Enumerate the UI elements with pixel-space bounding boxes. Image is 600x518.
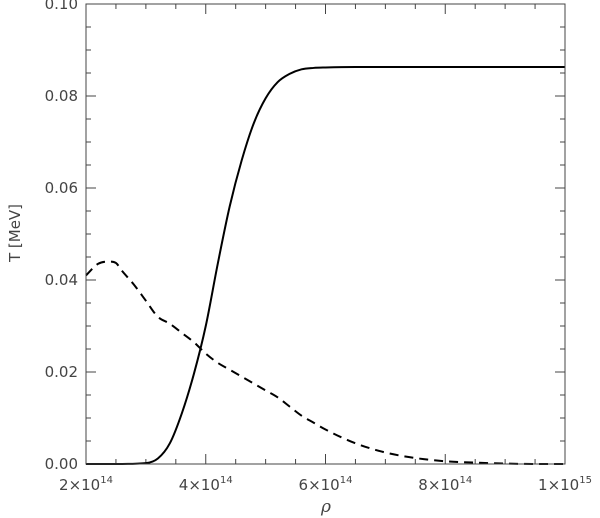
solid-series-line xyxy=(85,66,565,465)
x-axis-title: ρ xyxy=(320,497,331,517)
y-tick-label: 0.10 xyxy=(45,0,78,13)
y-tick-label: 0.08 xyxy=(45,87,78,105)
y-tick-label: 0.00 xyxy=(45,455,78,473)
y-tick-label: 0.04 xyxy=(45,271,78,289)
plot-frame xyxy=(85,3,566,465)
y-tick-label: 0.06 xyxy=(45,179,78,197)
x-tick-label: 8×1014 xyxy=(418,475,472,494)
y-tick-label: 0.02 xyxy=(45,363,78,381)
x-tick-label: 1×1015 xyxy=(538,475,592,494)
y-axis-title: T [MeV] xyxy=(6,204,24,263)
x-tick-label: 4×1014 xyxy=(179,475,233,494)
series-layer xyxy=(85,66,565,465)
axis-ticks xyxy=(85,3,566,465)
dashed-series-line xyxy=(85,260,565,465)
x-tick-label: 6×1014 xyxy=(299,475,353,494)
x-tick-label: 2×1014 xyxy=(59,475,113,494)
x-tick-labels: 2×1014 4×1014 6×1014 8×1014 1×1015 xyxy=(59,475,592,494)
y-tick-labels: 0.00 0.02 0.04 0.06 0.08 0.10 xyxy=(45,0,78,473)
